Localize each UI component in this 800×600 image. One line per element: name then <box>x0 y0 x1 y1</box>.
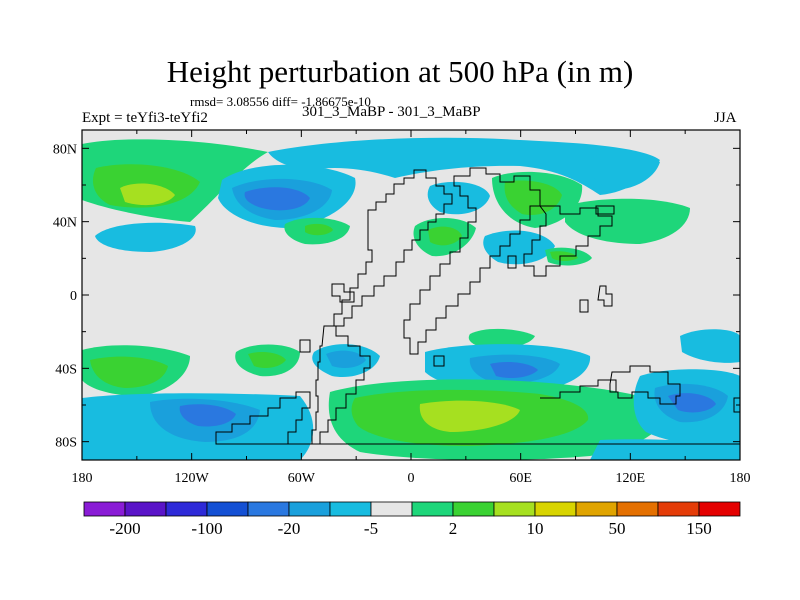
colorbar-label: 10 <box>527 519 544 538</box>
contour-sh-pacific-positive <box>82 345 190 396</box>
colorbar-label: 150 <box>686 519 712 538</box>
colorbar-label: 50 <box>609 519 626 538</box>
coastlines <box>215 167 740 445</box>
lat-tick-label: 80S <box>55 436 77 451</box>
contour-nh-atlantic-negative <box>427 181 490 215</box>
colorbar-swatch <box>534 501 577 517</box>
colorbar-swatch <box>165 501 208 517</box>
lon-tick-label: 0 <box>408 471 415 486</box>
stats-label: rmsd= 3.08556 diff= -1.86675e-10 <box>190 94 371 109</box>
axis-ticks: 80N 40N 0 40S 80S 180 120W 60W 0 60E 120E 180 <box>53 130 751 486</box>
lon-tick-label: 180 <box>72 471 93 486</box>
lon-tick-label: 120W <box>175 471 210 486</box>
colorbar-label: -20 <box>278 519 301 538</box>
contour-nh-na-negative <box>218 164 356 228</box>
colorbar-swatch <box>616 501 659 517</box>
colorbar-swatch <box>575 501 618 517</box>
season-label: JJA <box>714 110 737 126</box>
colorbar-swatch <box>452 501 495 517</box>
contour-nh-arctic-negative <box>268 137 660 195</box>
contour-sh-atlantic-positive <box>328 379 668 460</box>
contour-nh-na-east-positive <box>284 217 350 245</box>
colorbar-swatch <box>657 501 700 517</box>
contour-sh-mid-negative <box>312 344 380 378</box>
colorbar-swatch <box>206 501 249 517</box>
colorbar-swatch <box>329 501 372 517</box>
lon-tick-label: 120E <box>616 471 646 486</box>
lon-tick-label: 180 <box>730 471 751 486</box>
colorbar-swatch <box>493 501 536 517</box>
run-label: 301_3_MaBP - 301_3_MaBP <box>302 104 481 120</box>
lon-tick-label: 60W <box>288 471 316 486</box>
experiment-label: Expt = teYfi3-teYfi2 <box>82 110 208 126</box>
colorbar-label: 2 <box>449 519 458 538</box>
lat-tick-label: 0 <box>70 289 77 304</box>
colorbar-swatch <box>370 501 413 517</box>
colorbar-swatch <box>288 501 331 517</box>
lat-tick-label: 80N <box>53 142 77 157</box>
contour-nh-pacific-positive <box>82 139 268 222</box>
colorbar-swatch <box>83 501 126 517</box>
colorbar-label: -5 <box>364 519 378 538</box>
colorbar-swatch <box>411 501 454 517</box>
contour-nh-siberia-negative <box>589 151 660 190</box>
colorbar-label: -100 <box>191 519 222 538</box>
colorbar-swatch <box>698 501 741 517</box>
plot-title: Height perturbation at 500 hPa (in m) <box>166 54 634 89</box>
colorbar-swatch <box>124 501 167 517</box>
lon-tick-label: 60E <box>509 471 532 486</box>
contour-sh-south-america-positive <box>235 344 300 377</box>
colorbar: -200 -100 -20 -5 2 10 50 150 <box>83 501 741 538</box>
contour-sh-pacific-negative <box>82 393 314 460</box>
contour-nh-east-pacific-negative <box>95 222 196 252</box>
contour-sh-indian-east-negative <box>633 369 740 447</box>
lat-tick-label: 40S <box>55 362 77 377</box>
colorbar-label: -200 <box>109 519 140 538</box>
colorbar-swatch <box>247 501 290 517</box>
contour-tropical-features <box>468 328 740 363</box>
contour-nh-asia-negative <box>483 230 555 265</box>
contour-field <box>82 130 740 460</box>
lat-tick-label: 40N <box>53 216 77 231</box>
